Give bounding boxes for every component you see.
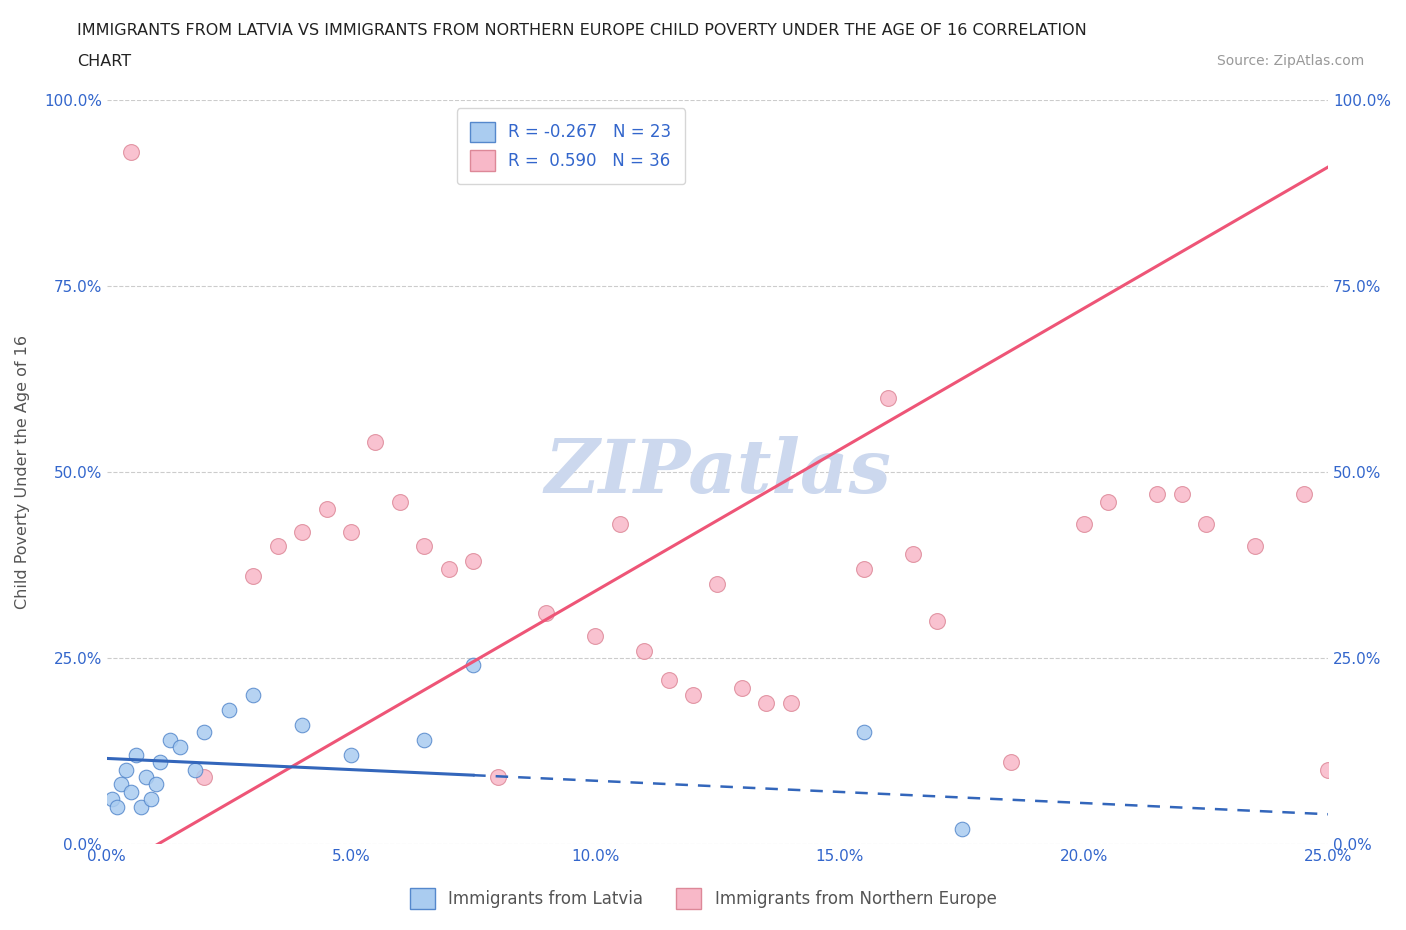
Point	[950, 822, 973, 837]
Point	[120, 145, 142, 160]
Point	[139, 792, 162, 807]
Point	[413, 539, 436, 554]
Point	[1317, 763, 1340, 777]
Point	[291, 718, 314, 733]
Point	[877, 391, 900, 405]
Text: Source: ZipAtlas.com: Source: ZipAtlas.com	[1216, 54, 1364, 68]
Point	[135, 770, 157, 785]
Point	[115, 763, 138, 777]
Point	[120, 785, 142, 800]
Point	[609, 517, 631, 532]
Point	[437, 562, 460, 577]
Point	[183, 763, 205, 777]
Point	[779, 696, 801, 711]
Text: CHART: CHART	[77, 54, 131, 69]
Point	[242, 688, 264, 703]
Text: IMMIGRANTS FROM LATVIA VS IMMIGRANTS FROM NORTHERN EUROPE CHILD POVERTY UNDER TH: IMMIGRANTS FROM LATVIA VS IMMIGRANTS FRO…	[77, 23, 1087, 38]
Point	[145, 777, 167, 792]
Point	[755, 696, 778, 711]
Point	[706, 577, 728, 591]
Point	[193, 725, 215, 740]
Point	[486, 770, 509, 785]
Point	[218, 703, 240, 718]
Point	[340, 748, 363, 763]
Point	[927, 614, 949, 629]
Point	[149, 755, 172, 770]
Point	[1000, 755, 1022, 770]
Point	[633, 644, 655, 658]
Point	[853, 562, 876, 577]
Y-axis label: Child Poverty Under the Age of 16: Child Poverty Under the Age of 16	[15, 335, 30, 609]
Legend: R = -0.267   N = 23, R =  0.590   N = 36: R = -0.267 N = 23, R = 0.590 N = 36	[457, 109, 685, 184]
Point	[291, 525, 314, 539]
Point	[1097, 495, 1119, 510]
Point	[267, 539, 290, 554]
Point	[169, 740, 191, 755]
Point	[159, 733, 181, 748]
Legend: Immigrants from Latvia, Immigrants from Northern Europe: Immigrants from Latvia, Immigrants from …	[401, 880, 1005, 917]
Point	[413, 733, 436, 748]
Point	[340, 525, 363, 539]
Point	[129, 800, 152, 815]
Point	[463, 658, 485, 673]
Point	[1146, 487, 1168, 502]
Point	[1073, 517, 1095, 532]
Point	[110, 777, 132, 792]
Point	[1195, 517, 1218, 532]
Point	[388, 495, 411, 510]
Point	[853, 725, 876, 740]
Point	[315, 502, 337, 517]
Point	[1292, 487, 1315, 502]
Point	[125, 748, 148, 763]
Text: ZIPatlas: ZIPatlas	[544, 436, 891, 509]
Point	[1244, 539, 1267, 554]
Point	[682, 688, 704, 703]
Point	[364, 435, 387, 450]
Point	[1170, 487, 1192, 502]
Point	[658, 673, 681, 688]
Point	[100, 792, 122, 807]
Point	[731, 681, 754, 696]
Point	[105, 800, 128, 815]
Point	[536, 606, 558, 621]
Point	[463, 554, 485, 569]
Point	[242, 569, 264, 584]
Point	[193, 770, 215, 785]
Point	[901, 547, 924, 562]
Point	[583, 629, 606, 644]
